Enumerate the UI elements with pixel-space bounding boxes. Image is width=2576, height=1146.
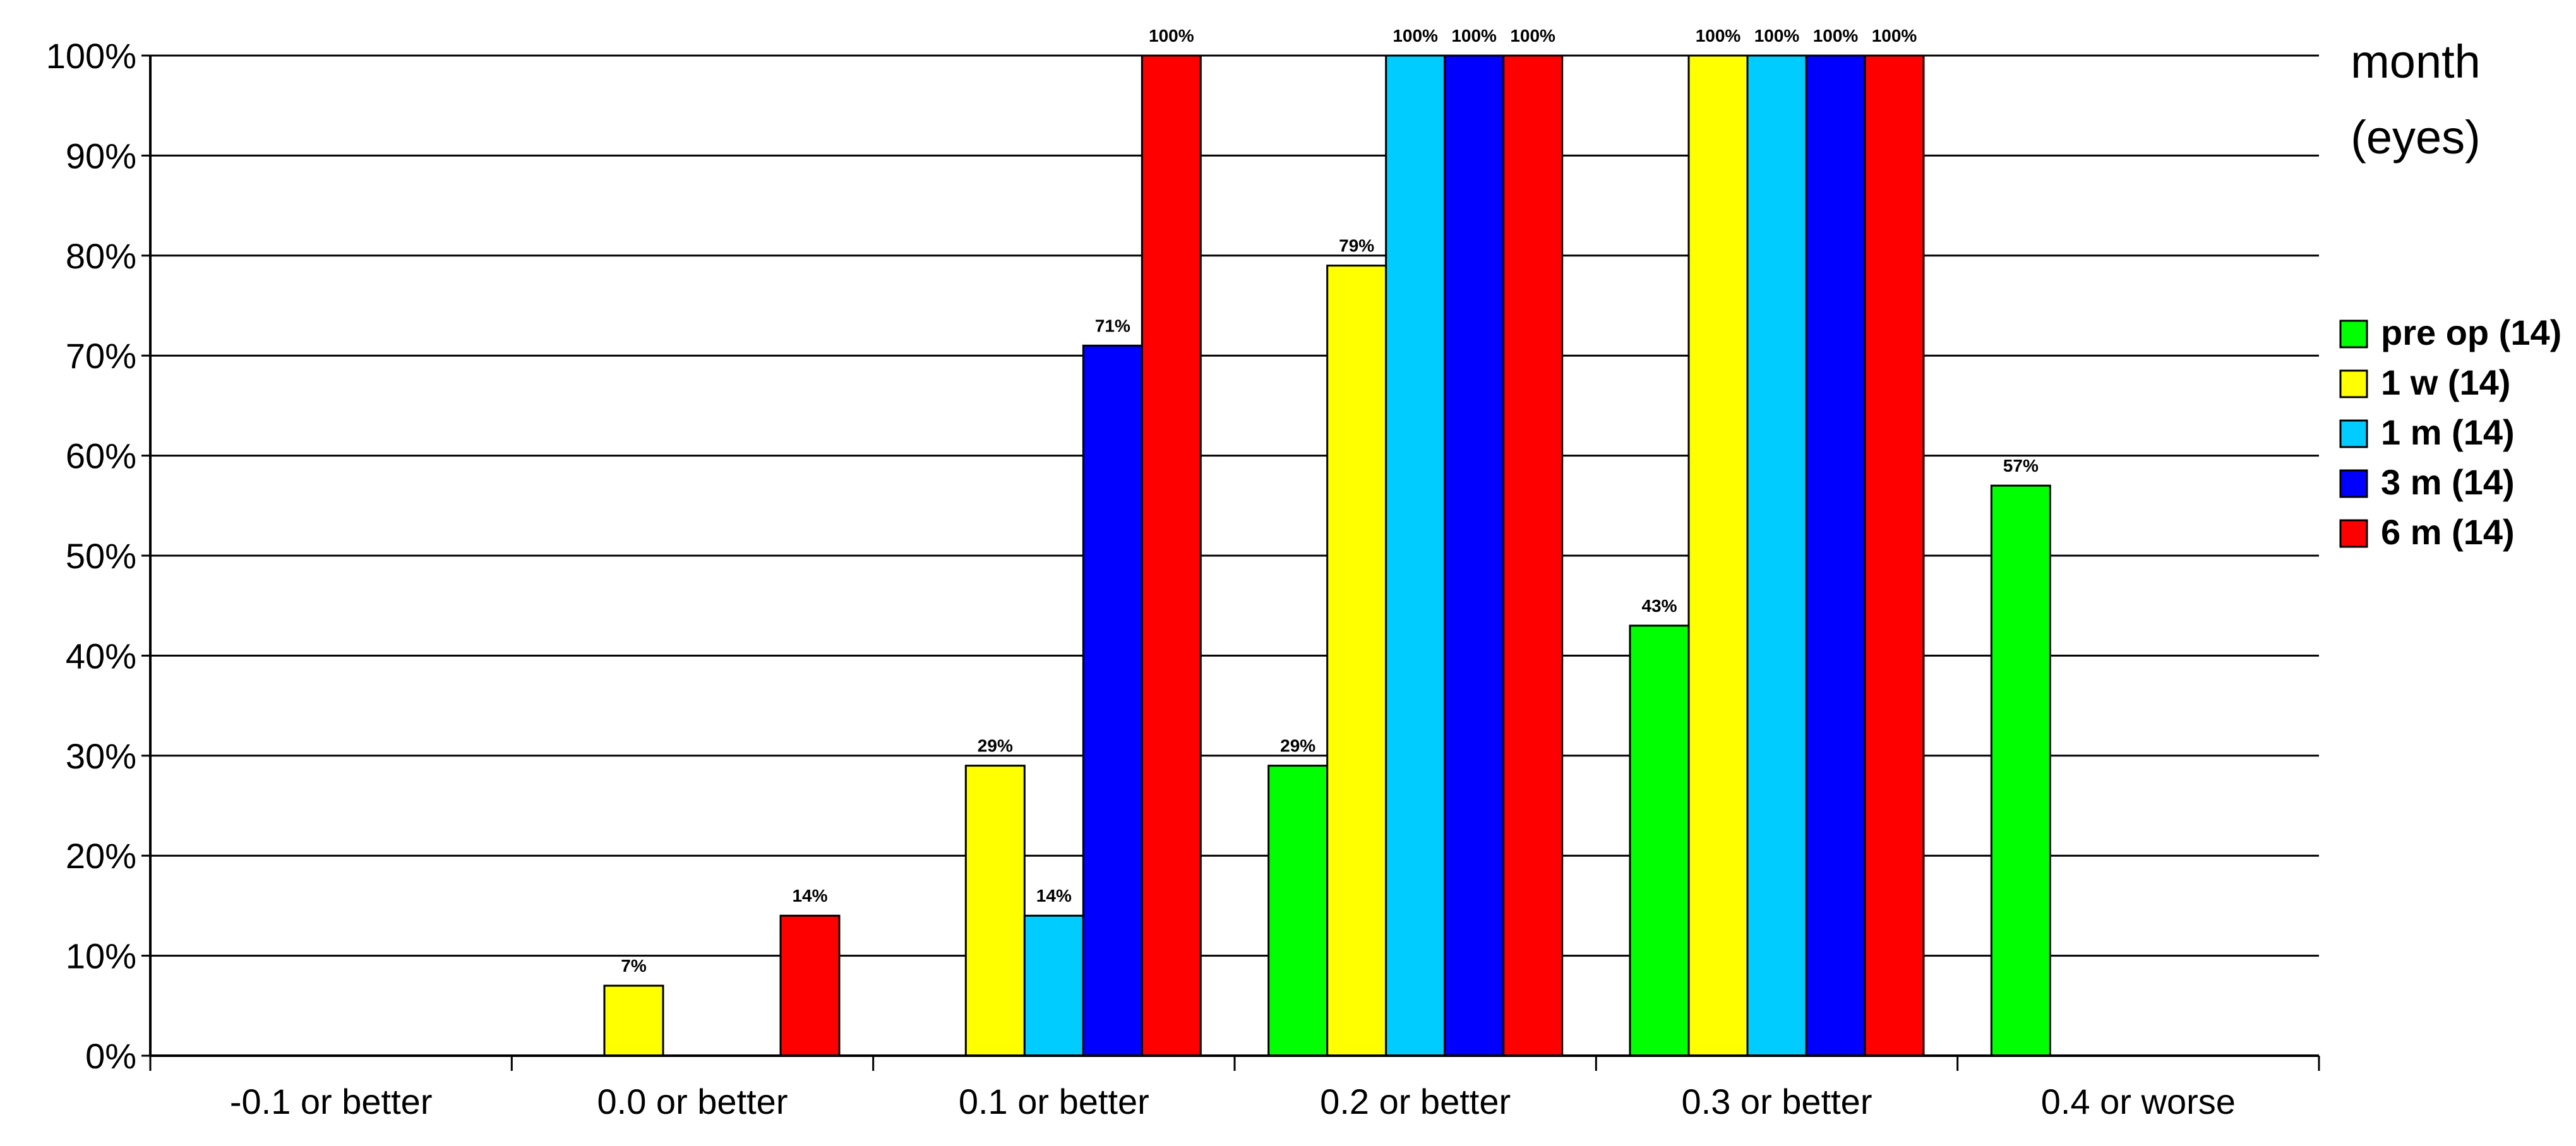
- y-tick-labels: 0% 10% 20% 30% 40% 50% 60% 70% 80% 90% 100%: [46, 36, 136, 1076]
- bar: [779, 914, 841, 1057]
- data-label: 43%: [1641, 596, 1677, 616]
- x-tick-label: -0.1 or better: [230, 1082, 433, 1121]
- x-tick-label: 0.0 or better: [597, 1082, 788, 1121]
- data-labels: 29% 43% 57% 7% 29% 79% 100% 14% 100% 100% 71% 100% 1…: [621, 26, 2039, 976]
- x-tick-label: 0.2 or better: [1320, 1082, 1511, 1121]
- legend-swatch: [2339, 419, 2368, 448]
- y-tick-label: 60%: [66, 436, 136, 476]
- data-label: 14%: [1036, 886, 1072, 905]
- data-label: 100%: [1872, 26, 1917, 45]
- data-label: 7%: [621, 956, 647, 976]
- data-label: 100%: [1510, 26, 1555, 45]
- legend-label: pre op (14): [2381, 313, 2561, 352]
- x-tick-label: 0.1 or better: [959, 1082, 1149, 1121]
- legend: month (eyes) pre op (14) 1 w (14) 1 m (14) 3 …: [2339, 35, 2561, 552]
- legend-label: 1 m (14): [2381, 412, 2515, 452]
- bar: [603, 984, 664, 1057]
- y-tick-label: 30%: [66, 736, 136, 776]
- x-tick-label: 0.3 or better: [1682, 1082, 1872, 1121]
- bar: [1687, 54, 1749, 1057]
- bar: [1629, 624, 1690, 1057]
- data-label: 57%: [2003, 456, 2039, 475]
- legend-label: 3 m (14): [2381, 462, 2515, 502]
- y-tick-label: 20%: [66, 836, 136, 876]
- y-tick-label: 0%: [85, 1036, 136, 1076]
- legend-title: month: [2351, 35, 2481, 88]
- data-label: 71%: [1095, 316, 1130, 335]
- x-tick-labels: -0.1 or better 0.0 or better 0.1 or better…: [230, 1082, 2236, 1121]
- bar: [1385, 54, 1446, 1057]
- legend-swatch: [2339, 519, 2368, 548]
- legend-label: 1 w (14): [2381, 362, 2510, 402]
- y-tick-label: 10%: [66, 936, 136, 976]
- y-tick-label: 50%: [66, 536, 136, 576]
- bar: [1805, 54, 1866, 1057]
- bar: [1023, 914, 1084, 1057]
- bar: [1864, 54, 1925, 1057]
- legend-swatch: [2339, 369, 2368, 398]
- bar: [1082, 344, 1143, 1057]
- gridlines: [150, 54, 2319, 957]
- bar: [1326, 265, 1387, 1057]
- bar: [1746, 54, 1807, 1057]
- y-tick-label: 70%: [66, 336, 136, 376]
- x-tick-label: 0.4 or worse: [2041, 1082, 2236, 1121]
- bar: [964, 765, 1026, 1057]
- legend-swatch: [2339, 469, 2368, 498]
- y-tick-label: 100%: [46, 36, 136, 76]
- data-label: 100%: [1813, 26, 1859, 45]
- data-label: 100%: [1451, 26, 1497, 45]
- bar: [1141, 54, 1202, 1057]
- legend-label: 6 m (14): [2381, 512, 2515, 552]
- legend-title: (eyes): [2351, 111, 2481, 164]
- bar: [1502, 54, 1564, 1057]
- axes: [141, 54, 2320, 1071]
- data-label: 29%: [978, 736, 1013, 756]
- data-label: 100%: [1754, 26, 1800, 45]
- data-label: 14%: [792, 886, 827, 905]
- data-label: 100%: [1393, 26, 1438, 45]
- data-label: 29%: [1280, 736, 1315, 756]
- data-label: 100%: [1149, 26, 1194, 45]
- bar: [1990, 484, 2051, 1057]
- y-tick-label: 90%: [66, 136, 136, 176]
- y-tick-label: 80%: [66, 236, 136, 276]
- data-label: 79%: [1339, 236, 1374, 256]
- y-tick-label: 40%: [66, 636, 136, 676]
- bar: [1444, 54, 1505, 1057]
- data-label: 100%: [1696, 26, 1741, 45]
- legend-swatch: [2339, 319, 2368, 349]
- bar: [1267, 765, 1329, 1057]
